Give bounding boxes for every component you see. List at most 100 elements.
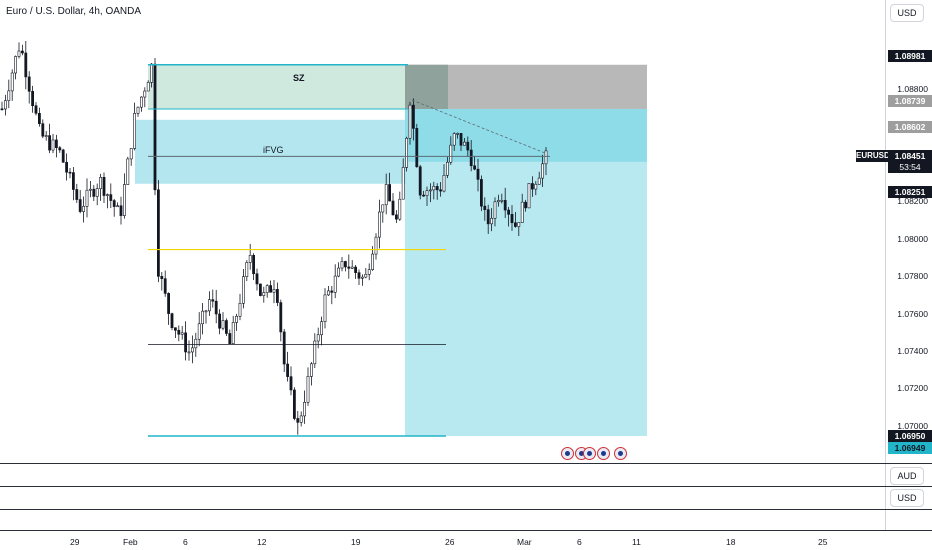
last-price-tag: 1.08451 — [888, 150, 932, 162]
usd-pane-currency-button[interactable]: USD — [890, 489, 924, 507]
candle-body — [456, 133, 460, 135]
candle — [320, 316, 324, 346]
candle — [381, 204, 385, 223]
candle — [211, 289, 215, 308]
candle — [371, 246, 375, 271]
candle — [394, 210, 398, 223]
candle-body — [513, 222, 517, 227]
candle-body — [184, 332, 188, 353]
candle — [303, 390, 307, 424]
candle — [483, 197, 487, 221]
candle-body — [381, 204, 385, 213]
pane-divider[interactable] — [0, 463, 932, 464]
candle-body — [415, 128, 419, 168]
candle — [85, 178, 89, 218]
candle-body — [347, 266, 351, 269]
candle — [306, 367, 310, 406]
candle — [513, 211, 517, 228]
candle — [20, 44, 24, 56]
candle — [24, 40, 28, 90]
candle-body — [24, 52, 28, 78]
us-flag-event-icon[interactable] — [583, 447, 596, 460]
candle — [462, 138, 466, 146]
candle-body — [197, 323, 201, 340]
candle-body — [364, 274, 368, 278]
candle-body — [394, 214, 398, 220]
candle-body — [296, 418, 300, 423]
candle — [160, 272, 164, 291]
candle — [282, 328, 286, 373]
price-tag-low: 1.06950 — [888, 430, 932, 442]
candle-body — [282, 331, 286, 365]
candle — [333, 264, 337, 299]
candle-body — [58, 147, 62, 151]
candle — [479, 175, 483, 212]
candle — [530, 176, 534, 197]
pane-divider[interactable] — [0, 486, 932, 487]
us-flag-event-icon[interactable] — [614, 447, 627, 460]
candle — [425, 186, 429, 207]
candle-body — [44, 135, 48, 137]
candle-body — [7, 90, 11, 101]
candle-body — [323, 294, 327, 322]
candle-body — [252, 255, 256, 275]
candle-body — [75, 189, 79, 200]
candle-body — [428, 189, 432, 192]
candle-body — [377, 211, 381, 238]
candle — [17, 42, 21, 59]
candle-body — [466, 141, 470, 151]
candle — [153, 57, 157, 196]
candle-body — [48, 135, 52, 151]
currency-button[interactable]: USD — [890, 4, 924, 22]
candle — [510, 205, 514, 231]
ifvg-extension-zone — [405, 108, 647, 162]
candle — [415, 123, 419, 168]
pane-divider[interactable] — [0, 509, 932, 510]
candle — [126, 156, 130, 186]
aud-pane-currency-button[interactable]: AUD — [890, 467, 924, 485]
candle-body — [398, 198, 402, 220]
candle — [357, 269, 361, 285]
candle — [398, 191, 402, 221]
candle — [486, 204, 490, 234]
candle-body — [272, 289, 276, 293]
candle-body — [418, 166, 422, 196]
candle-body — [201, 310, 205, 325]
candle — [10, 69, 14, 101]
candle — [405, 136, 409, 172]
price-tick: 1.08000 — [897, 234, 928, 244]
candle — [48, 123, 52, 154]
candle-body — [160, 276, 164, 279]
candle-body — [143, 90, 147, 98]
date-label: 6 — [183, 537, 188, 547]
us-flag-event-icon[interactable] — [597, 447, 610, 460]
candle-body — [405, 137, 409, 168]
us-flag-event-icon[interactable] — [561, 447, 574, 460]
candle — [374, 233, 378, 260]
candle-body — [289, 376, 293, 391]
candle — [286, 351, 290, 382]
candle-body — [391, 200, 395, 216]
candle — [170, 312, 174, 331]
candle-body — [422, 194, 426, 197]
candle-body — [320, 321, 324, 336]
candle — [337, 262, 341, 278]
candle — [411, 98, 415, 141]
price-chart[interactable] — [0, 0, 886, 460]
candle-body — [51, 139, 55, 151]
candle — [422, 190, 426, 197]
candle — [255, 268, 259, 291]
candle-body — [333, 275, 337, 293]
candle-body — [517, 222, 521, 227]
candle-body — [469, 149, 473, 167]
candle — [218, 309, 222, 335]
candle-body — [500, 200, 504, 202]
candle-body — [479, 179, 483, 207]
candle-body — [116, 205, 120, 208]
candle-body — [248, 255, 252, 263]
candle — [146, 80, 150, 92]
candle-body — [316, 334, 320, 342]
candle — [0, 101, 4, 111]
price-axis-separator — [885, 0, 886, 530]
candle — [140, 96, 143, 112]
